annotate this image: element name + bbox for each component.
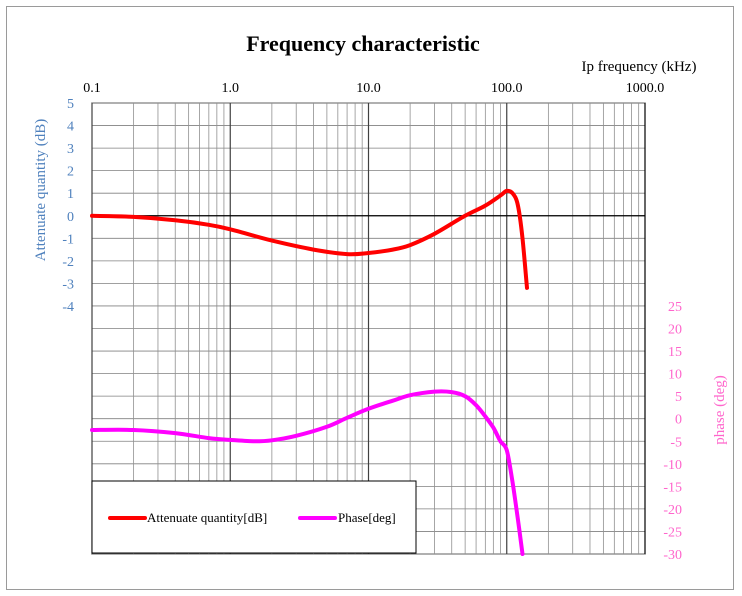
y-tick-label-left: -4: [62, 300, 74, 315]
y-tick-label-right: -30: [663, 548, 682, 563]
y-tick-label-left: 0: [67, 210, 74, 225]
chart-title: Frequency characteristic: [246, 31, 480, 56]
series-line-attenuation: [90, 188, 529, 290]
y-tick-label-right: 15: [668, 345, 682, 360]
y-tick-label-left: 5: [67, 97, 74, 112]
y-tick-label-right: 10: [668, 368, 682, 383]
y-tick-label-right: -25: [663, 525, 682, 540]
x-tick-label: 1.0: [222, 81, 240, 96]
x-tick-label: 0.1: [83, 81, 101, 96]
y-tick-label-left: 4: [67, 120, 74, 135]
y-tick-label-right: 20: [668, 323, 682, 338]
y-tick-label-right: 0: [675, 413, 682, 428]
y-tick-label-right: -10: [663, 458, 682, 473]
series-lines: [90, 188, 529, 556]
y-tick-label-right: -20: [663, 503, 682, 518]
legend-label-attenuation: Attenuate quantity[dB]: [147, 510, 267, 525]
y-tick-label-left: -3: [62, 277, 74, 292]
y-tick-label-left: 2: [67, 165, 74, 180]
grid: [91, 102, 646, 555]
y-tick-label-right: -15: [663, 480, 682, 495]
y-axis-label-left: Attenuate quantity (dB): [33, 119, 49, 261]
series-line-phase: [90, 389, 525, 556]
legend: Attenuate quantity[dB] Phase[deg]: [91, 480, 417, 554]
y-tick-label-right: -5: [670, 435, 682, 450]
y-tick-label-left: 3: [67, 142, 74, 157]
y-tick-label-right: 25: [668, 300, 682, 315]
y-tick-label-left: -1: [62, 232, 74, 247]
y-axis-label-right: phase (deg): [712, 375, 728, 445]
x-tick-label: 1000.0: [626, 81, 665, 96]
x-tick-label: 10.0: [356, 81, 381, 96]
y-tick-label-left: -2: [62, 255, 74, 270]
y-tick-label-right: 5: [675, 390, 682, 405]
x-tick-label: 100.0: [491, 81, 523, 96]
x-axis-label: Ip frequency (kHz): [582, 59, 697, 75]
y-tick-label-left: 1: [67, 187, 74, 202]
legend-label-phase: Phase[deg]: [338, 510, 396, 525]
